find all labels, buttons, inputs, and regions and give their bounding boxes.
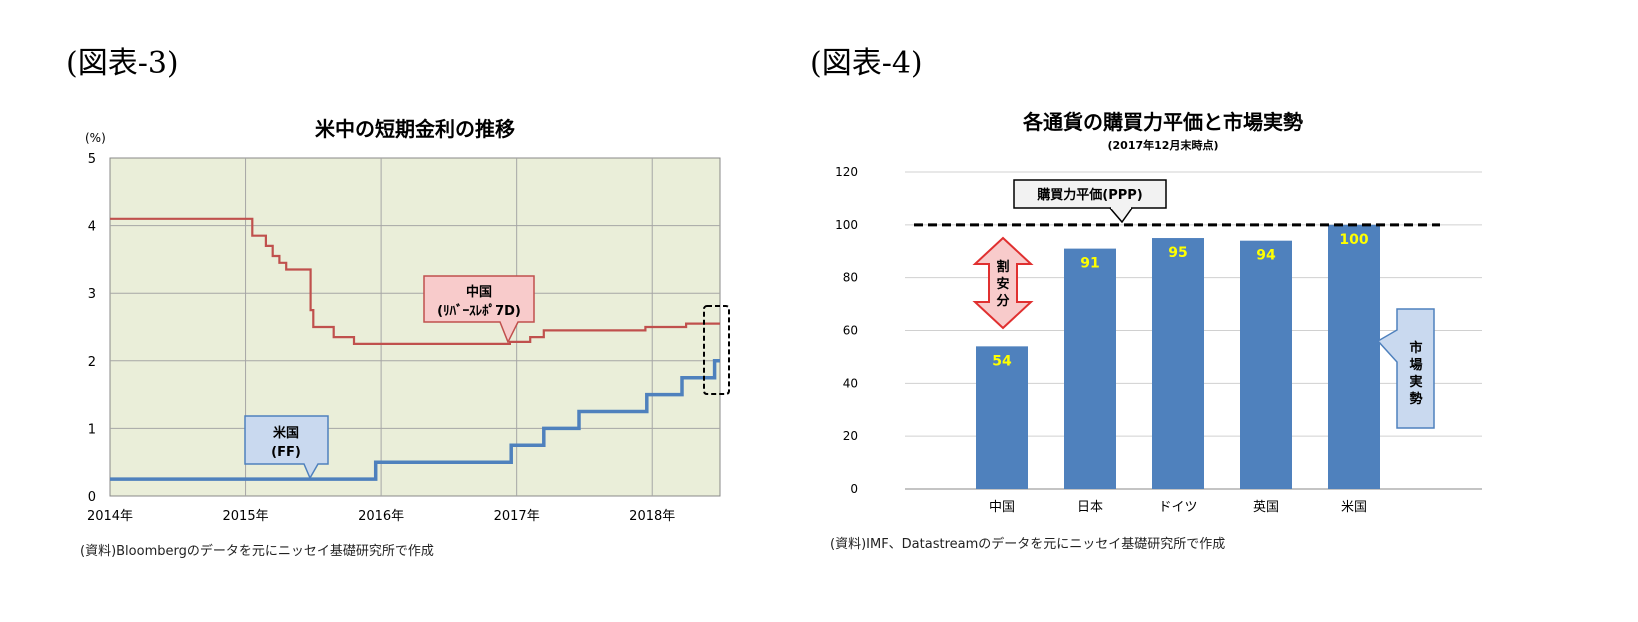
chart1-highlight-box	[703, 305, 730, 395]
chart1-x-tick: 2015年	[223, 509, 269, 524]
bar-0	[976, 346, 1028, 489]
bar-value-label: 100	[1339, 232, 1368, 248]
chart1-y-tick: 5	[88, 152, 96, 167]
chart1-source: (資料)Bloombergのデータを元にニッセイ基礎研究所で作成	[80, 544, 434, 559]
chart1-series	[110, 217, 720, 481]
chart2-y-tick: 120	[835, 165, 858, 179]
ppp-label-text: 購買力平価(PPP)	[1036, 187, 1142, 203]
chart1-ylabel: (%)	[85, 131, 106, 145]
bar-4	[1328, 224, 1380, 490]
chart1-x-tick: 2016年	[358, 509, 404, 524]
market-label-2: 場	[1409, 357, 1422, 373]
chart2-title: 各通貨の購買力平価と市場実勢	[1022, 110, 1303, 134]
market-label-3: 実	[1409, 374, 1422, 390]
chart1-x-axis: 2014年 2015年 2016年 2017年 2018年	[87, 509, 675, 524]
chart2-bars: 54 91 95 94 100	[976, 224, 1380, 490]
chart2-y-tick: 80	[843, 271, 858, 285]
chart1-y-tick: 2	[88, 355, 96, 370]
ppp-label: 購買力平価(PPP)	[1013, 179, 1167, 224]
market-label-4: 勢	[1409, 391, 1422, 407]
chart2-x-tick: 英国	[1253, 500, 1279, 515]
bar-3	[1240, 240, 1292, 489]
chart2-x-tick: 中国	[989, 500, 1015, 515]
chart2-y-tick: 100	[835, 218, 858, 232]
chart2-y-tick: 60	[843, 324, 858, 338]
us-callout: 米国 (FF)	[244, 415, 329, 480]
chart1-y-tick: 1	[88, 422, 96, 437]
us-callout-sub: (FF)	[271, 445, 301, 460]
china-callout: 中国 (ﾘﾊﾞｰｽﾚﾎﾟ7D)	[423, 275, 535, 344]
chart1-y-tick: 3	[88, 287, 96, 302]
chart2-x-tick: 日本	[1077, 500, 1103, 515]
bar-2	[1152, 238, 1204, 489]
arrow-label-1: 割	[996, 259, 1009, 275]
us-rate-line	[110, 359, 720, 481]
chart2-subtitle: (2017年12月末時点)	[1108, 138, 1219, 152]
chart1-x-tick: 2018年	[629, 509, 675, 524]
figure-label-right: (図表-4)	[810, 46, 923, 81]
arrow-label-2: 安	[996, 276, 1009, 292]
chart2-y-axis: 0 20 40 60 80 100 120	[835, 165, 858, 496]
bar-value-label: 95	[1168, 245, 1187, 261]
undervaluation-arrow: 割 安 分	[972, 236, 1034, 330]
chart2-x-axis: 中国 日本 ドイツ 英国 米国	[989, 500, 1367, 515]
china-rate-line	[110, 217, 720, 345]
us-callout-name: 米国	[273, 425, 299, 441]
china-callout-sub: (ﾘﾊﾞｰｽﾚﾎﾟ7D)	[437, 303, 521, 319]
chart2-y-tick: 0	[850, 482, 858, 496]
bar-value-label: 94	[1256, 248, 1276, 264]
chart2-x-tick: 米国	[1341, 500, 1367, 515]
chart2-source: (資料)IMF、Datastreamのデータを元にニッセイ基礎研究所で作成	[830, 537, 1226, 552]
bar-value-label: 54	[992, 353, 1012, 369]
chart1-plot-area	[109, 157, 721, 497]
chart1-y-tick: 0	[88, 490, 96, 505]
chart2-y-tick: 40	[843, 376, 858, 390]
chart1-x-tick: 2017年	[494, 509, 540, 524]
chart1-y-tick: 4	[88, 220, 96, 235]
figure-label-left: (図表-3)	[66, 46, 179, 81]
chart2-x-tick: ドイツ	[1158, 500, 1197, 515]
chart1-title: 米中の短期金利の推移	[315, 117, 515, 141]
china-callout-name: 中国	[466, 284, 492, 300]
arrow-label-3: 分	[996, 293, 1009, 309]
chart1-x-tick: 2014年	[87, 509, 133, 524]
bar-value-label: 91	[1080, 256, 1099, 272]
bar-1	[1064, 248, 1116, 489]
market-callout: 市 場 実 勢	[1376, 308, 1435, 429]
chart1-y-axis: 0 1 2 3 4 5	[88, 152, 96, 505]
chart2-y-tick: 20	[843, 429, 858, 443]
market-label-1: 市	[1409, 340, 1422, 356]
